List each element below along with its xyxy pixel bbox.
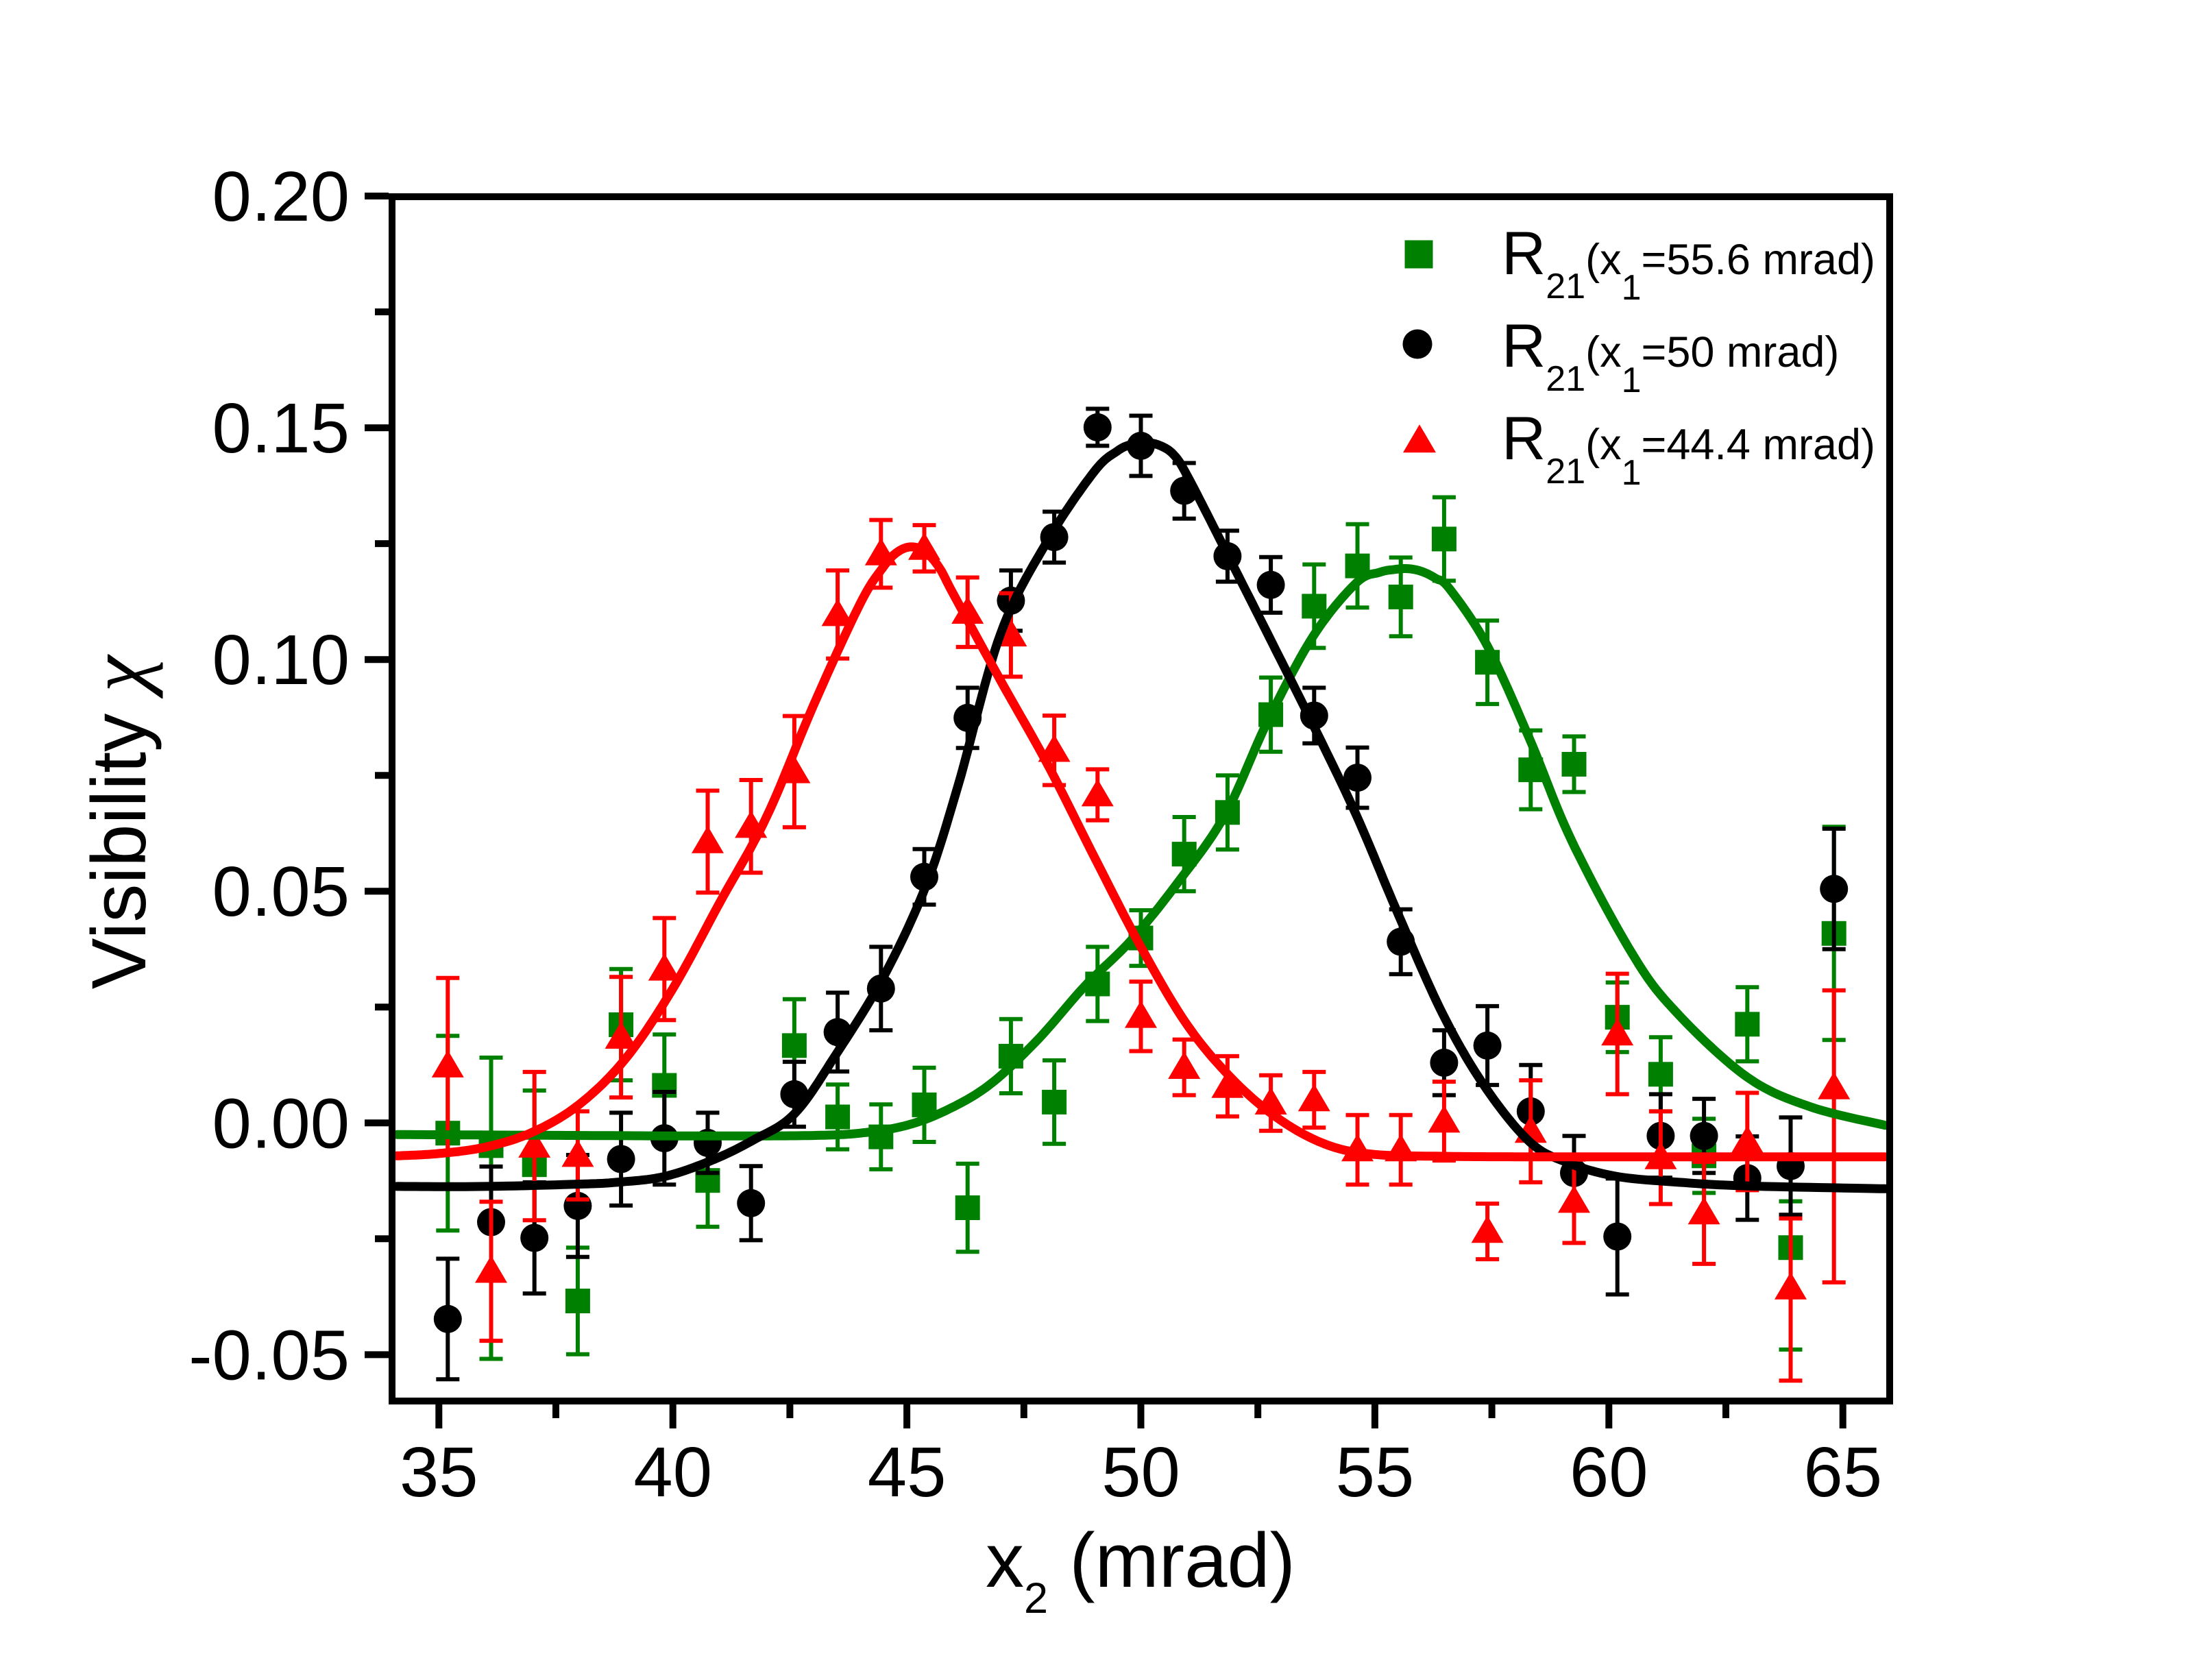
svg-text:0.10: 0.10	[212, 620, 350, 699]
svg-text:0.20: 0.20	[212, 157, 350, 236]
svg-text:45: 45	[868, 1433, 947, 1511]
svg-text:0.05: 0.05	[212, 852, 350, 931]
svg-text:60: 60	[1570, 1433, 1648, 1511]
svg-text:65: 65	[1803, 1433, 1882, 1511]
svg-text:55: 55	[1336, 1433, 1415, 1511]
svg-text:0.00: 0.00	[212, 1084, 350, 1162]
svg-text:40: 40	[633, 1433, 712, 1511]
svg-text:Visibility χ: Visibility χ	[72, 654, 163, 990]
svg-text:35: 35	[400, 1433, 478, 1511]
svg-text:50: 50	[1101, 1433, 1180, 1511]
svg-text:-0.05: -0.05	[188, 1315, 350, 1394]
svg-text:0.15: 0.15	[212, 389, 350, 467]
